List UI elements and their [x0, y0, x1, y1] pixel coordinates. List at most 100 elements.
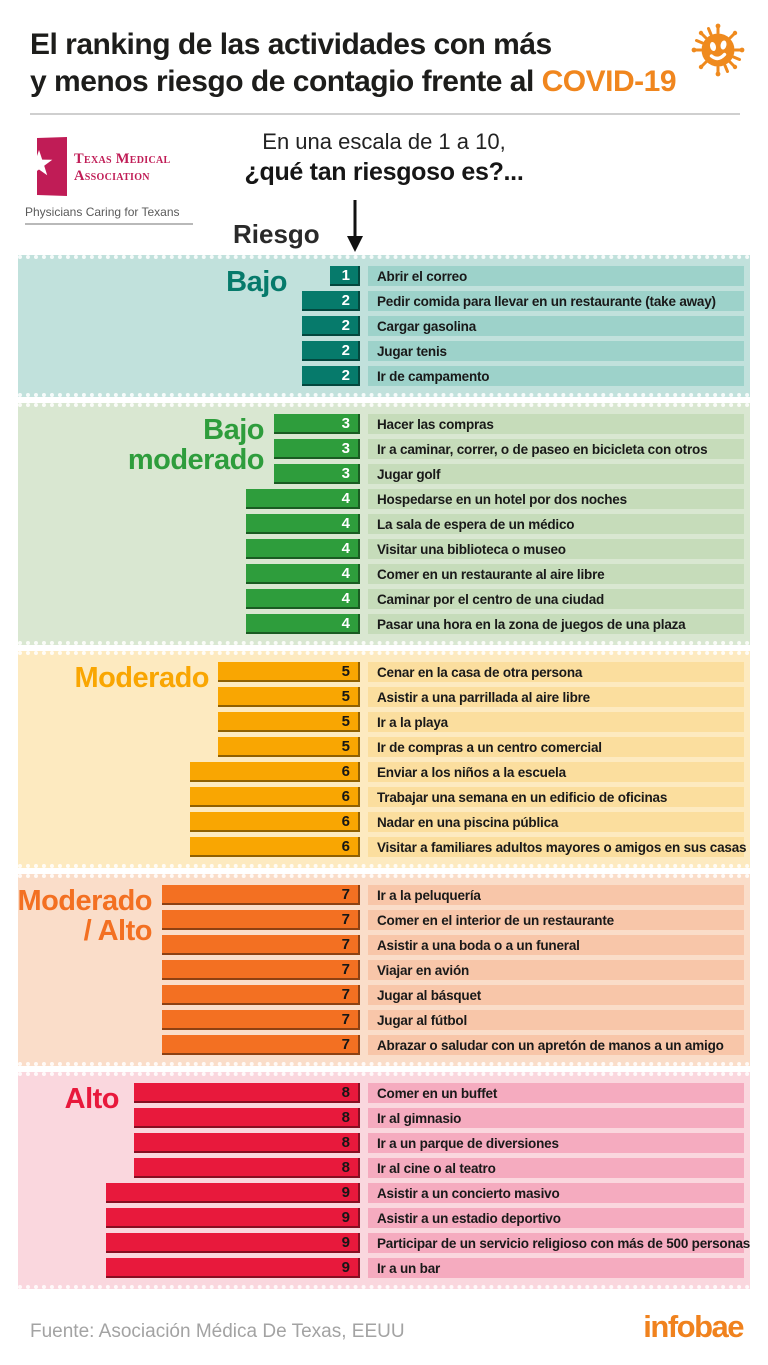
risk-bar: 7 [162, 1035, 360, 1055]
section-title-alto: Alto [64, 1083, 120, 1115]
risk-value: 5 [341, 687, 350, 705]
activity-row: 8 Comer en un buffet [18, 1083, 750, 1103]
risk-bar: 6 [190, 762, 360, 782]
activity-label: Cenar en la casa de otra persona [377, 664, 583, 680]
activity-label-strip: Enviar a los niños a la escuela [368, 762, 744, 782]
activity-label-strip: Jugar al básquet [368, 985, 744, 1005]
activity-label: Hacer las compras [377, 416, 494, 432]
activity-label: Jugar al básquet [377, 987, 482, 1003]
texas-medical-association-logo: Texas Medical Association Physicians Car… [25, 137, 215, 225]
activity-label: Comer en un buffet [377, 1085, 498, 1101]
activity-row: 7 Ir a la peluquería [18, 885, 750, 905]
risk-bar: 2 [302, 366, 360, 386]
activity-label: Viajar en avión [377, 962, 470, 978]
risk-bar: 2 [302, 341, 360, 361]
activity-label-strip: Pasar una hora en la zona de juegos de u… [368, 614, 744, 634]
activity-label: Ir al cine o al teatro [377, 1160, 496, 1176]
section-title-bajo-moderado: Bajo moderado [128, 415, 265, 475]
activity-label-strip: Asistir a un concierto masivo [368, 1183, 744, 1203]
section-title-line: Alto [64, 1083, 120, 1115]
risk-value: 7 [341, 935, 350, 953]
activity-label-strip: Cargar gasolina [368, 316, 744, 336]
activity-label-strip: Visitar una biblioteca o museo [368, 539, 744, 559]
activity-row: 5 Ir a la playa [18, 712, 750, 732]
section-title-bajo: Bajo [226, 267, 287, 297]
footer: Fuente: Asociación Médica De Texas, EEUU… [30, 1309, 744, 1345]
activity-label-strip: Comer en el interior de un restaurante [368, 910, 744, 930]
activity-label-strip: Jugar al fútbol [368, 1010, 744, 1030]
activity-label-strip: Caminar por el centro de una ciudad [368, 589, 744, 609]
activity-row: 8 Ir al cine o al teatro [18, 1158, 750, 1178]
activity-row: 3 Jugar golf [18, 464, 750, 484]
risk-value: 6 [341, 837, 350, 855]
section-moderado-alto: Moderado / Alto 7 Ir a la peluquería 7 Comer … [17, 874, 750, 1066]
activity-label: Abrir el correo [377, 268, 468, 284]
activity-label: Ir de campamento [377, 368, 490, 384]
activity-label: Trabajar una semana en un edificio de of… [377, 789, 668, 805]
activity-label-strip: Participar de un servicio religioso con … [368, 1233, 750, 1253]
activity-label: Nadar en una piscina pública [377, 814, 559, 830]
activity-label: Jugar al fútbol [377, 1012, 468, 1028]
risk-value: 7 [341, 910, 350, 928]
risk-bar: 6 [190, 812, 360, 832]
risk-bar: 5 [218, 662, 360, 682]
activity-label: Caminar por el centro de una ciudad [377, 591, 605, 607]
risk-bar: 8 [134, 1158, 360, 1178]
risk-value: 7 [341, 885, 350, 903]
activity-row: 9 Ir a un bar [18, 1258, 750, 1278]
risk-bar: 2 [302, 316, 360, 336]
risk-bar: 5 [218, 737, 360, 757]
tma-name-line2: Association [74, 168, 150, 184]
activity-label-strip: Viajar en avión [368, 960, 744, 980]
infobae-logo: infobae [643, 1309, 744, 1344]
activity-label-strip: Ir a un parque de diversiones [368, 1133, 744, 1153]
risk-bar: 7 [162, 985, 360, 1005]
activity-row: 4 Pasar una hora en la zona de juegos de … [18, 614, 750, 634]
activity-row: 7 Comer en el interior de un restaurante [18, 910, 750, 930]
activity-label-strip: Jugar tenis [368, 341, 744, 361]
activity-row: 7 Jugar al básquet [18, 985, 750, 1005]
source-note: Fuente: Asociación Médica De Texas, EEUU [30, 1321, 405, 1342]
risk-value: 8 [341, 1158, 350, 1176]
activity-label: Ir al gimnasio [377, 1110, 462, 1126]
activity-label: Hospedarse en un hotel por dos noches [377, 491, 627, 507]
activity-label-strip: Ir de compras a un centro comercial [368, 737, 744, 757]
activity-row: 4 Visitar una biblioteca o museo [18, 539, 750, 559]
activity-row: 6 Trabajar una semana en un edificio de o… [18, 787, 750, 807]
risk-value: 3 [341, 439, 350, 457]
activity-label: Ir a caminar, correr, o de paseo en bici… [377, 441, 708, 457]
risk-value: 6 [341, 812, 350, 830]
activity-label-strip: Trabajar una semana en un edificio de of… [368, 787, 744, 807]
risk-value: 4 [341, 539, 350, 557]
risk-value: 4 [341, 514, 350, 532]
activity-label: Visitar a familiares adultos mayores o a… [377, 839, 747, 855]
activity-label: Visitar una biblioteca o museo [377, 541, 566, 557]
activity-label-strip: Ir al cine o al teatro [368, 1158, 744, 1178]
activity-row: 8 Ir al gimnasio [18, 1108, 750, 1128]
risk-bar: 6 [190, 837, 360, 857]
risk-value: 7 [341, 985, 350, 1003]
activity-label-strip: La sala de espera de un médico [368, 514, 744, 534]
risk-value: 4 [341, 564, 350, 582]
activity-label: Cargar gasolina [377, 318, 477, 334]
section-bajo: Bajo 1 Abrir el correo 2 Pedir comida para l… [18, 255, 750, 397]
tma-name-line1: Texas Medical [74, 151, 171, 167]
activity-label: Abrazar o saludar con un apretón de mano… [377, 1037, 724, 1053]
coronavirus-icon [691, 23, 745, 77]
risk-value: 4 [341, 614, 350, 632]
risk-bar: 3 [274, 439, 360, 459]
activity-label: Asistir a un estadio deportivo [377, 1210, 561, 1226]
activity-label: Asistir a una boda o a un funeral [377, 937, 580, 953]
activity-row: 6 Enviar a los niños a la escuela [18, 762, 750, 782]
activity-row: 6 Nadar en una piscina pública [18, 812, 750, 832]
activity-label: Asistir a una parrillada al aire libre [377, 689, 590, 705]
activity-row: 9 Asistir a un concierto masivo [18, 1183, 750, 1203]
risk-value: 7 [341, 1010, 350, 1028]
activity-label: Ir a un parque de diversiones [377, 1135, 559, 1151]
header: El ranking de las actividades con más y … [0, 0, 768, 100]
section-title-line: Moderado [74, 662, 209, 694]
risk-bar: 7 [162, 1010, 360, 1030]
risk-bar: 3 [274, 464, 360, 484]
activity-label: Participar de un servicio religioso con … [377, 1235, 751, 1251]
activity-row: 3 Ir a caminar, correr, o de paseo en bic… [18, 439, 750, 459]
